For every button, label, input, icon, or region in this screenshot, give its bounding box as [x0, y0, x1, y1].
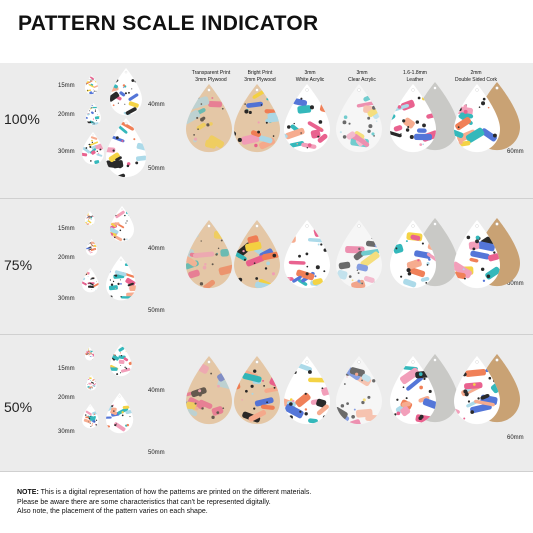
size-label: 30mm: [58, 429, 75, 435]
drop-30mm: [82, 404, 99, 429]
size-label: 60mm: [507, 281, 524, 287]
size-label: 15mm: [58, 366, 75, 372]
drop-50mm: [106, 393, 134, 434]
material-header: 1.6-1.8mm Leather: [403, 70, 427, 83]
drop-clear-acrylic: [336, 356, 382, 425]
drop-15mm: [85, 211, 95, 226]
drop-20mm: [86, 375, 97, 391]
size-label: 15mm: [58, 226, 75, 232]
note-label: NOTE:: [17, 489, 39, 496]
size-label: 60mm: [507, 149, 524, 155]
material-header: 3mm White Acrylic: [295, 70, 325, 83]
size-label: 30mm: [58, 149, 75, 155]
drop-clear-acrylic: [336, 84, 382, 153]
size-label: 20mm: [58, 112, 75, 118]
drop-40mm: [110, 206, 134, 242]
size-label: 20mm: [58, 395, 75, 401]
drop-plywood-transparent: [186, 84, 232, 153]
size-label: 20mm: [58, 255, 75, 261]
drop-white-acrylic: [284, 84, 330, 153]
drop-plywood-transparent: [186, 220, 232, 289]
material-header: Transparent Print 3mm Plywood: [191, 70, 231, 83]
drop-leather-front: [390, 220, 436, 289]
drop-cork-front: [454, 84, 500, 153]
note-text: NOTE: This is a digital representation o…: [17, 489, 312, 515]
drop-cork-front: [454, 220, 500, 289]
drop-30mm: [82, 132, 104, 165]
scale-label-75: 75%: [4, 257, 33, 273]
drop-leather-front: [390, 356, 436, 425]
size-label: 40mm: [148, 246, 165, 252]
page-title: PATTERN SCALE INDICATOR: [18, 12, 319, 35]
drop-plywood-bright: [234, 220, 280, 289]
material-header: 2mm Double Sided Cork: [455, 70, 497, 83]
drop-leather-front: [390, 84, 436, 153]
material-header: 3mm Clear Acrylic: [348, 70, 376, 83]
drop-20mm: [86, 103, 101, 126]
size-label: 40mm: [148, 102, 165, 108]
drop-40mm: [110, 68, 142, 116]
drop-50mm: [106, 118, 146, 178]
size-label: 60mm: [507, 435, 524, 441]
size-label: 30mm: [58, 296, 75, 302]
drop-15mm: [85, 347, 95, 361]
size-label: 50mm: [148, 308, 165, 314]
material-header: Bright Print 3mm Plywood: [244, 70, 276, 83]
size-label: 50mm: [148, 450, 165, 456]
drop-plywood-bright: [234, 84, 280, 153]
divider: [0, 471, 533, 472]
drop-30mm: [82, 268, 99, 293]
drop-plywood-bright: [234, 356, 280, 425]
drop-20mm: [86, 239, 98, 256]
size-label: 40mm: [148, 388, 165, 394]
drop-white-acrylic: [284, 220, 330, 289]
drop-plywood-transparent: [186, 356, 232, 425]
drop-50mm: [106, 255, 136, 300]
drop-40mm: [110, 344, 132, 377]
drop-white-acrylic: [284, 356, 330, 425]
scale-label-100: 100%: [4, 111, 40, 127]
drop-clear-acrylic: [336, 220, 382, 289]
divider: [0, 334, 533, 335]
size-label: 15mm: [58, 83, 75, 89]
divider: [0, 198, 533, 199]
size-label: 50mm: [148, 166, 165, 172]
drop-15mm: [85, 75, 98, 95]
drop-cork-front: [454, 356, 500, 425]
scale-label-50: 50%: [4, 399, 33, 415]
